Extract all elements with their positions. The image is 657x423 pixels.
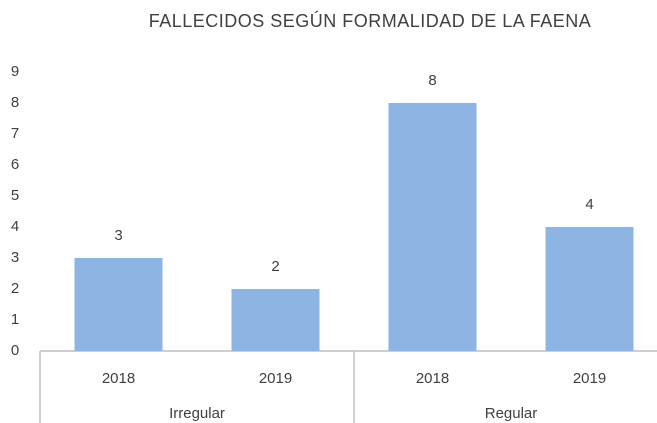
y-tick-label: 7 [11, 125, 19, 142]
data-label: 8 [428, 72, 436, 89]
y-tick-label: 5 [11, 187, 19, 204]
y-tick-label: 6 [11, 156, 19, 173]
group-label: Regular [485, 405, 538, 422]
data-label: 4 [585, 196, 593, 213]
y-tick-label: 8 [11, 94, 19, 111]
y-tick-label: 3 [11, 249, 19, 266]
group-label: Irregular [169, 405, 225, 422]
y-tick-label: 9 [11, 63, 19, 80]
bar [74, 258, 163, 351]
chart-title: FALLECIDOS SEGÚN FORMALIDAD DE LA FAENA [149, 10, 592, 31]
bar [388, 103, 477, 351]
data-label: 3 [114, 227, 122, 244]
x-tick-label: 2019 [259, 370, 292, 387]
y-tick-label: 0 [11, 342, 19, 359]
x-tick-label: 2018 [416, 370, 449, 387]
y-tick-label: 2 [11, 280, 19, 297]
bar [545, 227, 634, 351]
data-label: 2 [271, 258, 279, 275]
y-tick-label: 4 [11, 218, 19, 235]
y-tick-label: 1 [11, 311, 19, 328]
x-tick-label: 2019 [573, 370, 606, 387]
x-tick-label: 2018 [102, 370, 135, 387]
bar [231, 289, 320, 351]
